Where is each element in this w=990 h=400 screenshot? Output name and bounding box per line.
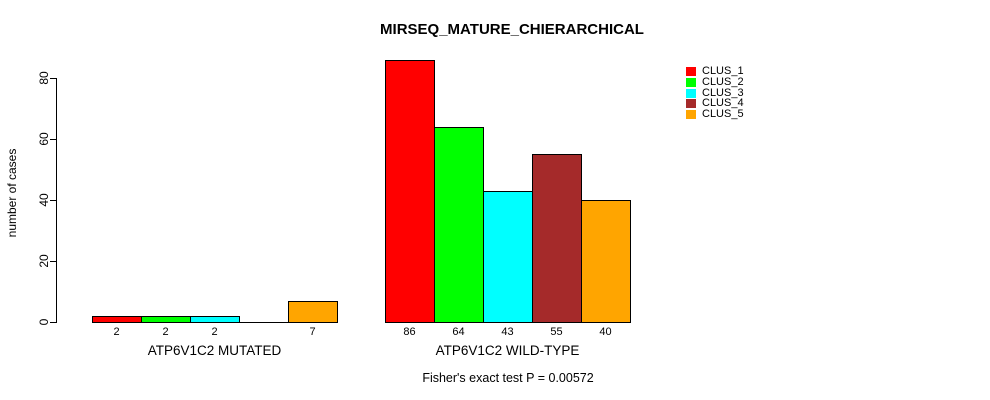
y-axis-tick [50,200,56,201]
bar-value-label: 2 [113,326,120,338]
bar-value-label: 7 [309,326,316,338]
bar [385,60,435,323]
legend-item: CLUS_1 [686,65,744,77]
bar [288,301,338,323]
legend-item: CLUS_4 [686,97,744,109]
bar [190,316,240,323]
y-tick-label: 20 [37,254,51,268]
y-axis-tick [50,261,56,262]
legend-swatch [686,109,696,119]
bar-value-label: 86 [403,326,416,338]
y-tick-label: 40 [37,193,51,207]
legend-item: CLUS_5 [686,108,744,120]
bar-value-label: 43 [501,326,514,338]
bar-value-label: 40 [599,326,612,338]
y-tick-label: 60 [37,132,51,146]
y-axis-tick [50,78,56,79]
y-axis-tick [50,322,56,323]
bar [434,127,484,323]
y-axis-label: number of cases [5,148,19,238]
chart-title: MIRSEQ_MATURE_CHIERARCHICAL [380,21,644,38]
legend-label: CLUS_1 [702,65,744,77]
bar [483,191,533,323]
bar-value-label: 2 [162,326,169,338]
bar-value-label: 64 [452,326,465,338]
y-tick-label: 0 [37,318,51,326]
legend-swatch [686,88,696,98]
legend-swatch [686,77,696,87]
bar-value-label: 2 [211,326,218,338]
legend-label: CLUS_2 [702,76,744,88]
footer-note: Fisher's exact test P = 0.00572 [422,371,594,385]
legend-item: CLUS_2 [686,76,744,88]
legend-label: CLUS_3 [702,87,744,99]
bar [532,154,582,323]
legend-swatch [686,98,696,108]
y-axis-line [56,78,57,323]
bar-value-label: 55 [550,326,563,338]
bar-zero-line [239,322,289,323]
group-label: ATP6V1C2 MUTATED [147,343,282,358]
group-label: ATP6V1C2 WILD-TYPE [435,343,580,358]
y-tick-label: 80 [37,71,51,85]
bar [581,200,631,323]
bar [141,316,191,323]
y-axis-tick [50,139,56,140]
legend-label: CLUS_5 [702,108,744,120]
legend-swatch [686,66,696,76]
legend-item: CLUS_3 [686,87,744,99]
legend-label: CLUS_4 [702,97,744,109]
bar [92,316,142,323]
